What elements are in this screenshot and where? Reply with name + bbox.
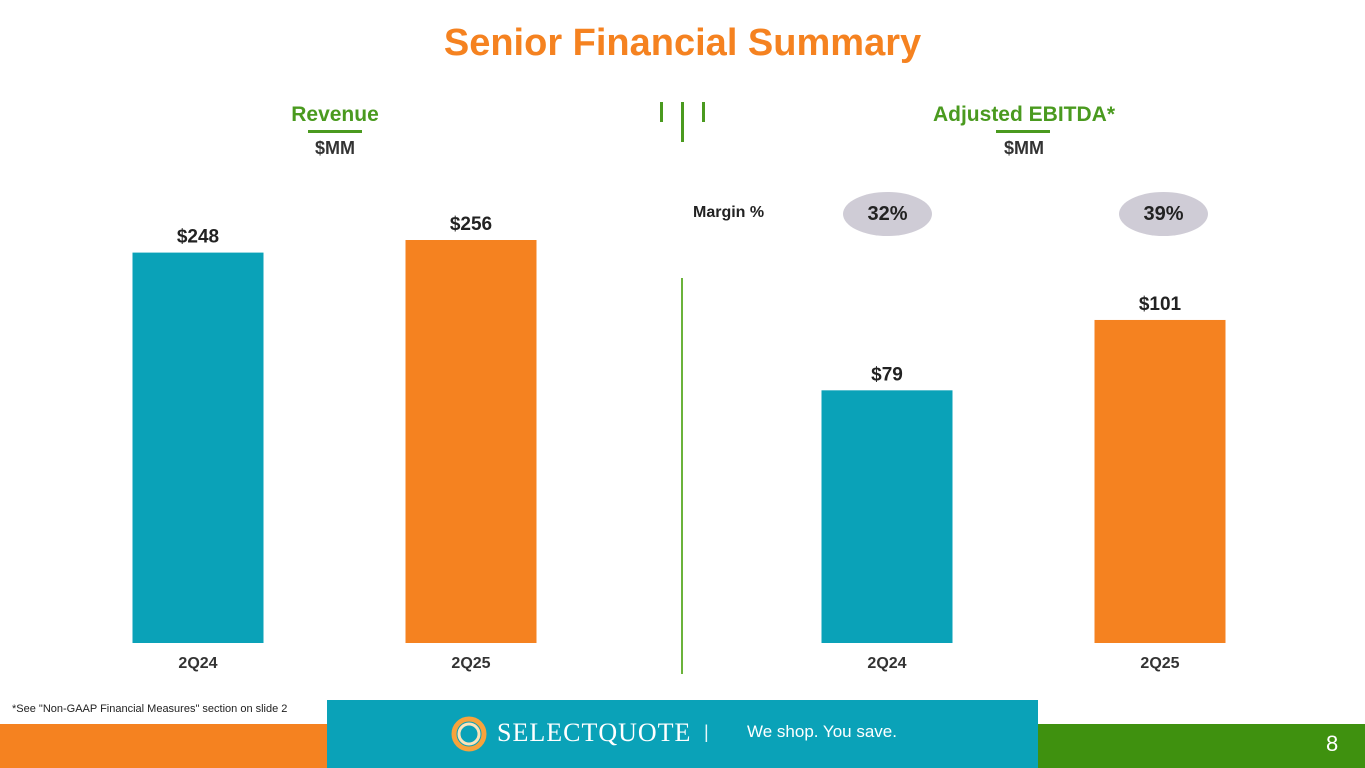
ebitda-data-label-2q25: $101: [1139, 294, 1182, 315]
revenue-bar-2q25: [405, 240, 537, 643]
ebitda-data-label-2q24: $79: [871, 364, 903, 385]
page-number: 8: [1326, 731, 1339, 756]
revenue-title: Revenue: [291, 103, 379, 126]
brand-tagline: We shop. You save.: [747, 722, 897, 741]
revenue-data-label-2q25: $256: [450, 214, 492, 235]
ebitda-title: Adjusted EBITDA*: [932, 103, 1115, 126]
decor-tick-right: [702, 102, 705, 122]
margin-label: Margin %: [693, 204, 765, 221]
revenue-tick-label-2q24: 2Q24: [178, 655, 217, 672]
panel-divider: [681, 278, 683, 674]
brand-divider: |: [704, 722, 709, 742]
margin-pill-2q24: 32%: [843, 192, 932, 236]
ebitda-bar-2q24: [821, 390, 953, 643]
brand-name: SELECTQUOTE: [497, 718, 692, 747]
revenue-title-underline: [308, 130, 362, 133]
decor-tick-left: [660, 102, 663, 122]
footer-brand-bar: SELECTQUOTE | We shop. You save.: [327, 700, 1038, 768]
margin-pill-2q25: 39%: [1119, 192, 1208, 236]
revenue-tick-label-2q25: 2Q25: [451, 655, 490, 672]
ebitda-title-underline: [996, 130, 1050, 133]
revenue-bar-2q24: [132, 252, 264, 643]
ebitda-tick-label-2q25: 2Q25: [1140, 655, 1179, 672]
footer-orange-band: [0, 724, 330, 768]
footer-green-band: [1037, 724, 1365, 768]
revenue-unit: $MM: [315, 138, 355, 158]
ebitda-tick-label-2q24: 2Q24: [867, 655, 906, 672]
ebitda-bar-2q25: [1094, 319, 1226, 643]
footnote: *See "Non-GAAP Financial Measures" secti…: [12, 703, 288, 715]
decor-tick-center: [681, 102, 684, 142]
slide-title: Senior Financial Summary: [443, 22, 922, 64]
revenue-data-label-2q24: $248: [177, 227, 219, 248]
selectquote-ring-logo-icon: [451, 716, 487, 752]
ebitda-unit: $MM: [1004, 138, 1044, 158]
bar-charts: $248 2Q24 $256 2Q25 $79 2Q24 $101 2Q25: [132, 214, 1226, 672]
